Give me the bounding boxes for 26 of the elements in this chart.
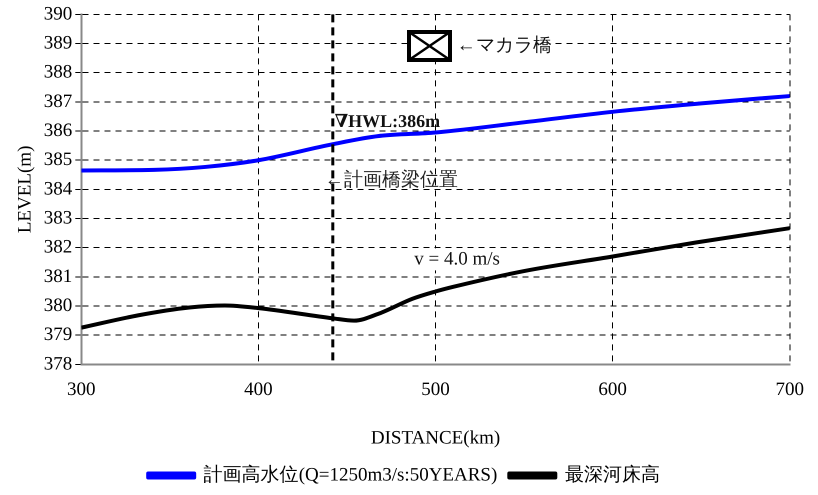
annotation: ←マカラ橋: [456, 34, 552, 56]
y-tick-label: 389: [44, 32, 72, 54]
y-tick-label: 380: [44, 295, 72, 316]
ref-line-label: ←計画橋梁位置: [324, 168, 458, 191]
y-tick-label: 379: [44, 324, 72, 346]
x-tick-label: 500: [421, 378, 450, 400]
y-tick-label: 383: [44, 208, 72, 229]
y-tick-label: 382: [44, 236, 72, 258]
legend-label: 最深河床高: [564, 463, 660, 486]
legend-label: 計画高水位(Q=1250m3/s:50YEARS): [204, 463, 498, 486]
x-tick-label: 600: [598, 378, 627, 400]
x-tick-label: 400: [244, 378, 273, 400]
y-tick-label: 390: [44, 3, 72, 24]
x-tick-label: 700: [776, 378, 804, 400]
y-tick-label: 386: [44, 120, 72, 142]
annotation: ∇HWL:386m: [334, 110, 440, 131]
x-axis-title: DISTANCE(km): [370, 428, 500, 449]
y-axis-title: LEVEL(m): [14, 146, 36, 234]
y-tick-label: 385: [44, 149, 72, 170]
y-tick-label: 388: [44, 62, 72, 83]
x-tick-label: 300: [67, 378, 96, 400]
y-tick-label: 387: [44, 90, 72, 112]
y-tick-label: 381: [44, 266, 72, 287]
y-tick-label: 378: [44, 353, 72, 374]
y-tick-label: 384: [44, 178, 73, 200]
annotation: v = 4.0 m/s: [414, 248, 500, 270]
